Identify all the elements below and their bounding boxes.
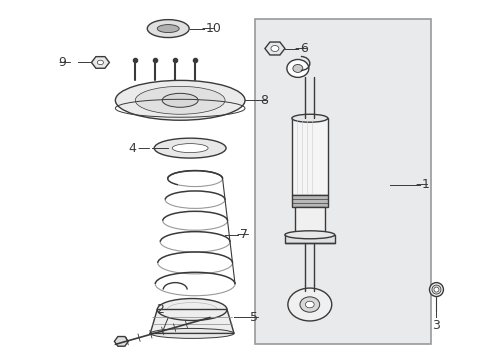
Text: —: — bbox=[246, 311, 259, 324]
Ellipse shape bbox=[157, 24, 179, 32]
Ellipse shape bbox=[150, 328, 234, 338]
Ellipse shape bbox=[147, 20, 189, 37]
Text: —: — bbox=[137, 141, 150, 155]
Bar bbox=[292, 118, 328, 195]
Ellipse shape bbox=[162, 93, 198, 107]
Ellipse shape bbox=[157, 298, 227, 320]
Ellipse shape bbox=[154, 138, 226, 158]
Text: 4: 4 bbox=[128, 141, 136, 155]
Ellipse shape bbox=[432, 285, 441, 294]
Ellipse shape bbox=[300, 297, 319, 312]
Polygon shape bbox=[114, 337, 128, 346]
Text: 6: 6 bbox=[300, 42, 308, 55]
Bar bbox=[285, 235, 335, 243]
Text: —: — bbox=[236, 228, 248, 241]
Ellipse shape bbox=[172, 144, 208, 153]
Ellipse shape bbox=[429, 283, 443, 297]
Polygon shape bbox=[92, 57, 109, 68]
Text: 3: 3 bbox=[433, 319, 441, 332]
Text: —: — bbox=[416, 179, 428, 192]
Ellipse shape bbox=[305, 301, 314, 308]
Bar bbox=[295, 207, 325, 235]
Polygon shape bbox=[150, 310, 234, 333]
Ellipse shape bbox=[292, 114, 328, 122]
Ellipse shape bbox=[98, 60, 103, 65]
Text: 10: 10 bbox=[206, 22, 222, 35]
Text: —: — bbox=[58, 56, 71, 69]
Text: —: — bbox=[201, 22, 214, 35]
Text: 9: 9 bbox=[58, 56, 67, 69]
FancyBboxPatch shape bbox=[255, 19, 432, 345]
Polygon shape bbox=[265, 42, 285, 55]
Text: 7: 7 bbox=[240, 228, 248, 241]
Text: —: — bbox=[255, 94, 268, 107]
Ellipse shape bbox=[285, 231, 335, 239]
Ellipse shape bbox=[288, 288, 332, 321]
Ellipse shape bbox=[271, 45, 279, 51]
Ellipse shape bbox=[287, 59, 309, 77]
Ellipse shape bbox=[434, 287, 439, 292]
Ellipse shape bbox=[135, 86, 225, 114]
Bar bbox=[292, 195, 328, 207]
Text: 5: 5 bbox=[250, 311, 258, 324]
Text: 2: 2 bbox=[156, 303, 164, 316]
Text: 1: 1 bbox=[421, 179, 429, 192]
Ellipse shape bbox=[293, 64, 303, 72]
Text: —: — bbox=[295, 42, 307, 55]
Text: 8: 8 bbox=[260, 94, 268, 107]
Ellipse shape bbox=[115, 80, 245, 120]
